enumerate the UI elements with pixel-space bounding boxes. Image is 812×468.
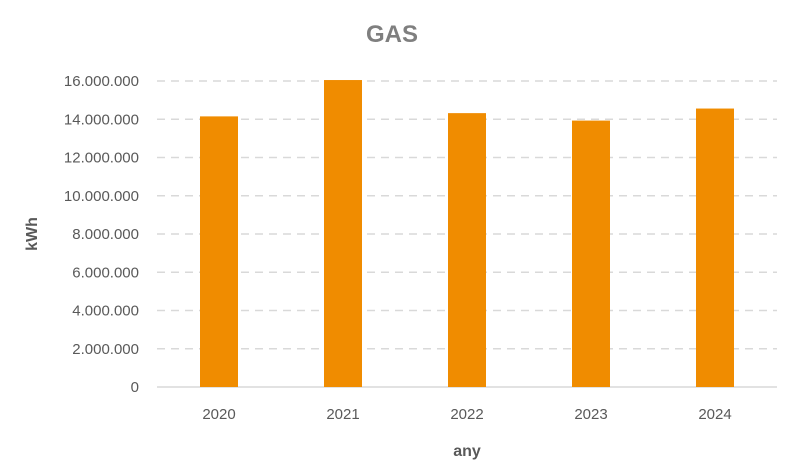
y-tick-label: 2.000.000 bbox=[72, 341, 139, 358]
chart-title: GAS bbox=[366, 21, 418, 48]
x-tick-label: 2020 bbox=[202, 406, 235, 423]
bar-2022 bbox=[448, 113, 486, 387]
x-tick-label: 2024 bbox=[698, 406, 731, 423]
y-tick-label: 10.000.000 bbox=[64, 188, 139, 205]
bars bbox=[200, 80, 734, 388]
y-tick-label: 12.000.000 bbox=[64, 150, 139, 167]
y-tick-label: 16.000.000 bbox=[64, 73, 139, 90]
y-axis-title: kWh bbox=[24, 217, 41, 251]
y-tick-label: 14.000.000 bbox=[64, 111, 139, 128]
bar-2024 bbox=[696, 108, 734, 387]
x-tick-label: 2022 bbox=[450, 406, 483, 423]
y-axis-ticks: 0 2.000.000 4.000.000 6.000.000 8.000.000 10.… bbox=[64, 73, 139, 396]
bar-2020 bbox=[200, 116, 238, 387]
y-tick-label: 4.000.000 bbox=[72, 303, 139, 320]
bar-2023 bbox=[572, 120, 610, 388]
x-tick-label: 2023 bbox=[574, 406, 607, 423]
x-tick-label: 2021 bbox=[326, 406, 359, 423]
bar-2021 bbox=[324, 80, 362, 387]
x-axis-title: any bbox=[453, 443, 481, 460]
x-axis-ticks: 2020 2021 2022 2023 2024 bbox=[202, 406, 731, 423]
y-tick-label: 8.000.000 bbox=[72, 226, 139, 243]
y-tick-label: 0 bbox=[131, 379, 139, 396]
y-tick-label: 6.000.000 bbox=[72, 264, 139, 281]
